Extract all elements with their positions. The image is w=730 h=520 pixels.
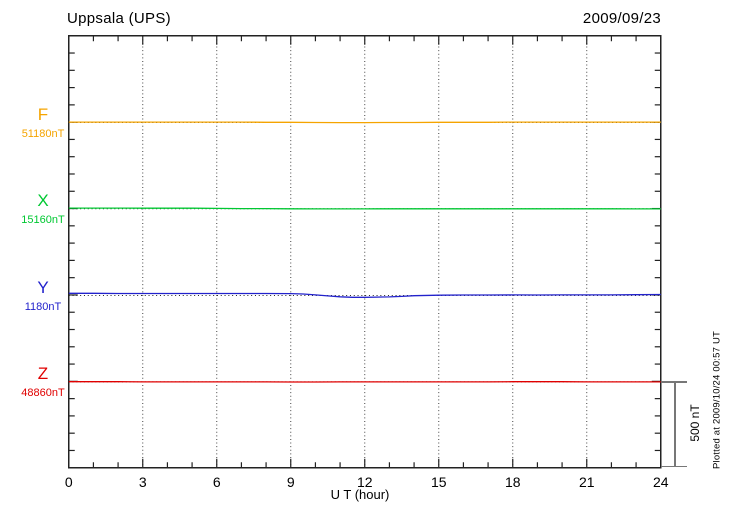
channel-name-Z: Z bbox=[37, 364, 49, 384]
x-axis-title: U T (hour) bbox=[330, 487, 390, 502]
trace-X bbox=[68, 207, 661, 210]
x-tick-label-15: 15 bbox=[430, 474, 447, 490]
x-tick-label-0: 0 bbox=[64, 474, 73, 490]
channel-baseline-Y: 1180nT bbox=[24, 300, 62, 313]
x-tick-label-24: 24 bbox=[652, 474, 669, 490]
channel-name-X: X bbox=[37, 191, 49, 210]
station-title: Uppsala (UPS) bbox=[67, 10, 171, 27]
x-tick-label-6: 6 bbox=[212, 474, 221, 490]
observation-date: 2009/09/23 bbox=[582, 10, 661, 27]
plotted-at-timestamp: Plotted at 2009/10/24 00:57 UT bbox=[711, 330, 723, 470]
scale-bar-vertical-line bbox=[674, 381, 676, 466]
channel-name-Y: Y bbox=[37, 277, 49, 297]
trace-F bbox=[68, 121, 661, 124]
x-tick-label-12: 12 bbox=[356, 474, 373, 490]
x-tick-label-3: 3 bbox=[138, 474, 147, 490]
x-tick-label-18: 18 bbox=[504, 474, 521, 490]
scale-bar-top-cap bbox=[661, 381, 687, 383]
x-tick-label-21: 21 bbox=[578, 474, 595, 490]
trace-Y bbox=[68, 292, 661, 298]
channel-baseline-X: 15160nT bbox=[21, 214, 65, 226]
scale-bar-bottom-cap bbox=[661, 465, 687, 467]
magnetogram-plot-svg bbox=[68, 35, 662, 469]
x-tick-label-9: 9 bbox=[286, 474, 295, 490]
channel-name-F: F bbox=[37, 104, 49, 124]
channel-baseline-Z: 48860nT bbox=[21, 387, 65, 400]
scale-bar-label: 500 nT bbox=[688, 404, 702, 442]
channel-baseline-F: 51180nT bbox=[21, 127, 65, 140]
